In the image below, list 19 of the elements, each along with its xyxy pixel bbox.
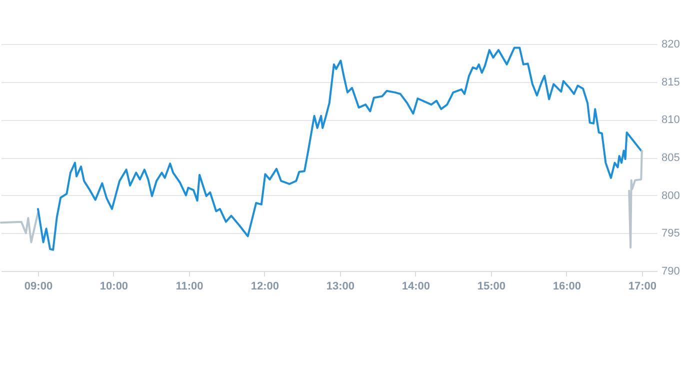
- y-tick-label: 810: [662, 114, 680, 126]
- line-series: [628, 150, 643, 249]
- x-tick-label: 17:00: [628, 280, 656, 292]
- y-tick-label: 800: [662, 190, 680, 202]
- y-tick-label: 790: [662, 266, 680, 278]
- line-series: [36, 46, 642, 251]
- x-tick-label: 13:00: [326, 280, 355, 292]
- x-tick-label: 15:00: [477, 280, 506, 292]
- x-tick-label: 16:00: [552, 280, 581, 292]
- y-tick-label: 795: [662, 228, 680, 240]
- y-tick-label: 820: [662, 38, 680, 50]
- x-tick-label: 10:00: [100, 280, 128, 292]
- x-tick-label: 09:00: [24, 280, 53, 292]
- line-series: [0, 212, 39, 244]
- x-tick-label: 14:00: [402, 280, 430, 292]
- x-tick-label: 11:00: [176, 280, 204, 292]
- y-tick-label: 805: [662, 152, 680, 164]
- y-tick-label: 815: [662, 76, 680, 88]
- x-tick-label: 12:00: [250, 280, 280, 292]
